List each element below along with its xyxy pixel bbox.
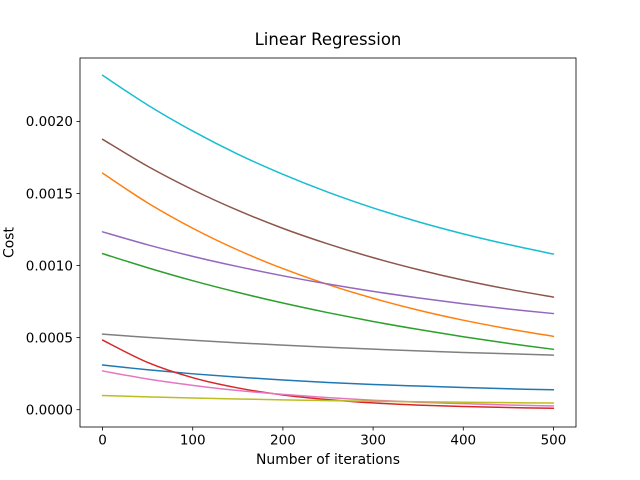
y-tick-label: 0.0010: [26, 258, 73, 274]
series-line-brown: [101, 138, 555, 298]
series-line-pink: [101, 370, 555, 407]
series-line-gray: [101, 333, 555, 356]
y-tick-label: 0.0000: [26, 403, 73, 419]
series-line-blue: [101, 364, 555, 391]
series-line-orange: [101, 172, 555, 338]
x-tick-label: 100: [180, 433, 206, 449]
series-line-green: [101, 252, 555, 351]
y-tick-label: 0.0015: [26, 186, 73, 202]
x-tick-label: 300: [360, 433, 386, 449]
x-axis-label: Number of iterations: [256, 452, 400, 468]
series-line-olive: [101, 394, 555, 404]
series-line-red: [101, 339, 555, 410]
plot-area: [79, 57, 577, 428]
y-tick-label: 0.0005: [26, 330, 73, 346]
x-tick-label: 400: [450, 433, 476, 449]
chart-title: Linear Regression: [254, 30, 402, 49]
series-line-cyan: [101, 74, 555, 255]
x-tick-label: 0: [98, 433, 107, 449]
x-tick-label: 200: [270, 433, 296, 449]
x-tick-label: 500: [541, 433, 567, 449]
y-tick-label: 0.0020: [26, 114, 73, 130]
series-line-purple: [101, 231, 555, 315]
